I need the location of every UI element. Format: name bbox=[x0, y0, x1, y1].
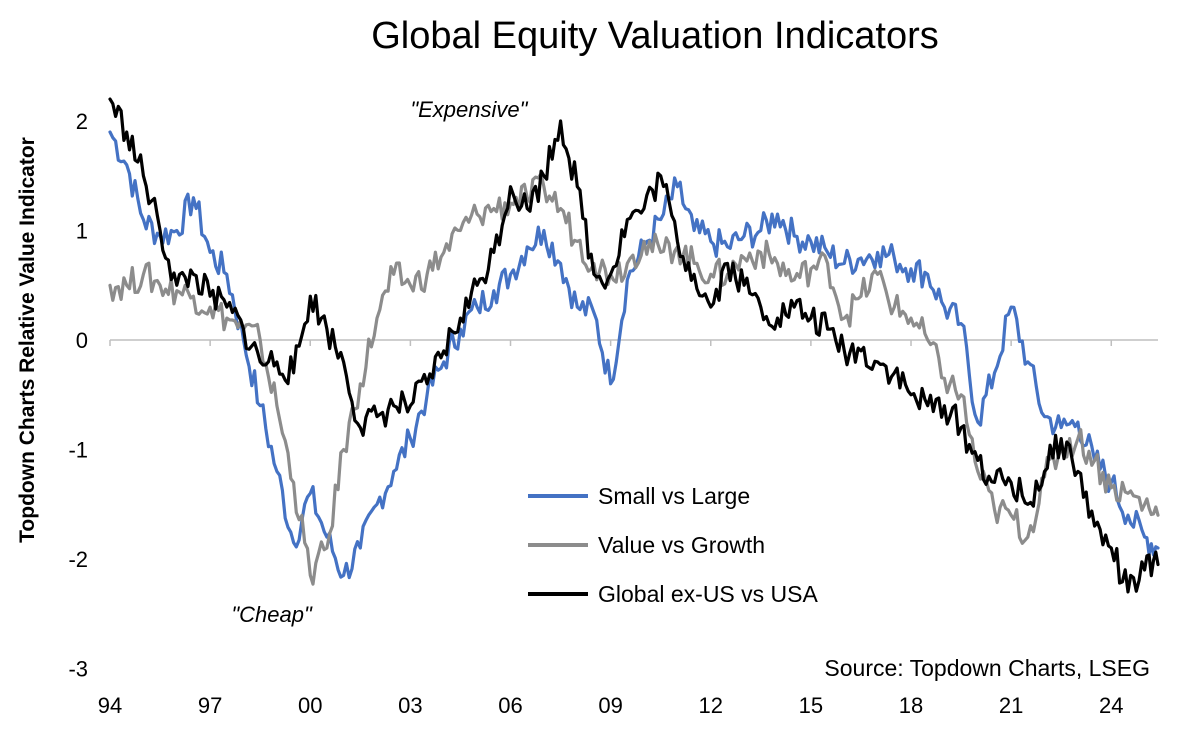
legend-label: Small vs Large bbox=[598, 483, 750, 509]
x-tick-label: 97 bbox=[198, 693, 222, 718]
source-note: Source: Topdown Charts, LSEG bbox=[824, 655, 1150, 681]
y-tick-label: 1 bbox=[76, 219, 88, 244]
y-tick-label: 0 bbox=[76, 328, 88, 353]
series-line-global-ex-us-vs-usa bbox=[108, 97, 1160, 594]
y-axis-label: Topdown Charts Relative Value Indicator bbox=[16, 137, 39, 543]
x-tick-label: 24 bbox=[1099, 693, 1123, 718]
x-tick-label: 94 bbox=[98, 693, 122, 718]
y-tick-label: 2 bbox=[76, 109, 88, 134]
x-tick-label: 15 bbox=[799, 693, 823, 718]
x-tick-label: 21 bbox=[999, 693, 1023, 718]
legend-label: Global ex-US vs USA bbox=[598, 581, 819, 607]
x-tick-label: 06 bbox=[498, 693, 522, 718]
y-tick-label: -2 bbox=[68, 547, 88, 572]
x-tick-label: 03 bbox=[398, 693, 422, 718]
x-tick-label: 18 bbox=[899, 693, 923, 718]
series-lines bbox=[108, 97, 1160, 594]
chart-title: Global Equity Valuation Indicators bbox=[371, 15, 939, 57]
x-tick-label: 09 bbox=[598, 693, 622, 718]
x-tick-label: 12 bbox=[699, 693, 723, 718]
legend: Small vs Large Value vs Growth Global ex-U… bbox=[528, 483, 819, 607]
series-line-value-vs-growth bbox=[108, 172, 1160, 586]
y-tick-label: -3 bbox=[68, 657, 88, 682]
annotation-cheap: "Cheap" bbox=[231, 602, 313, 627]
legend-label: Value vs Growth bbox=[598, 532, 765, 558]
y-tick-label: -1 bbox=[68, 438, 88, 463]
x-tick-label: 00 bbox=[298, 693, 322, 718]
annotation-expensive: "Expensive" bbox=[410, 97, 528, 122]
